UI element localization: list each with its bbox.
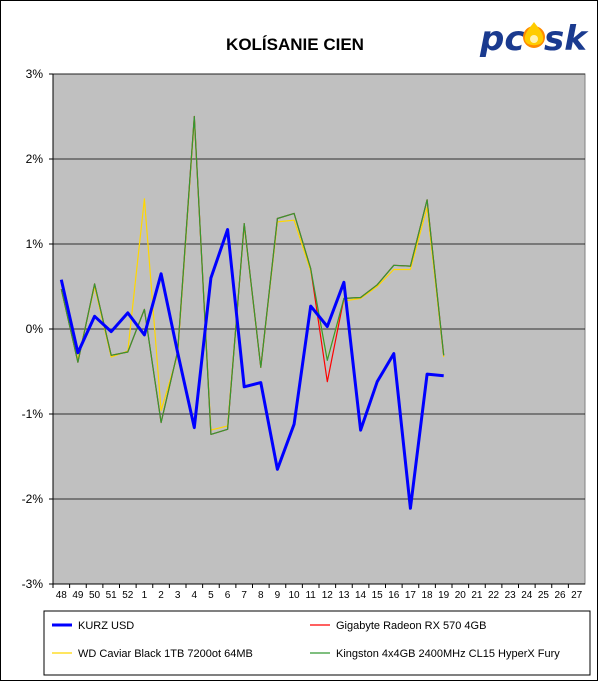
plot-area: 3%2%1%0%-1%-2%-3%48 49 50 51 52 1 2 3 4 5 6 7 8 9 10 11…	[22, 67, 586, 601]
y-tick-label: -2%	[22, 492, 44, 506]
x-tick-label: 3	[175, 590, 181, 601]
x-tick-label: 2	[158, 590, 164, 601]
flame-icon	[523, 22, 545, 48]
x-tick-label: 5	[208, 590, 214, 601]
x-tick-label: 9	[275, 590, 281, 601]
x-tick-label: 22	[488, 590, 500, 601]
x-tick-label: 1	[142, 590, 148, 601]
y-tick-label: -3%	[22, 577, 44, 591]
x-tick-label: 26	[555, 590, 567, 601]
y-tick-label: 0%	[26, 322, 44, 336]
x-tick-label: 15	[372, 590, 384, 601]
x-tick-label: 19	[438, 590, 450, 601]
pcsk-logo: pc sk	[479, 19, 589, 59]
y-tick-label: 1%	[26, 237, 44, 251]
x-tick-label: 27	[571, 590, 583, 601]
x-tick-label: 51	[106, 590, 118, 601]
chart-title: KOLÍSANIE CIEN	[226, 35, 364, 54]
legend-label-3: WD Caviar Black 1TB 7200ot 64MB	[78, 648, 253, 660]
x-tick-label: 21	[471, 590, 483, 601]
y-tick-label: -1%	[22, 407, 44, 421]
x-tick-label: 12	[322, 590, 334, 601]
x-tick-label: 48	[56, 590, 68, 601]
x-tick-label: 24	[521, 590, 533, 601]
x-tick-label: 7	[241, 590, 247, 601]
x-tick-label: 52	[122, 590, 134, 601]
x-tick-label: 49	[72, 590, 84, 601]
x-tick-label: 23	[505, 590, 517, 601]
x-tick-label: 25	[538, 590, 550, 601]
x-tick-label: 4	[192, 590, 198, 601]
legend-label-2: Gigabyte Radeon RX 570 4GB	[336, 620, 486, 632]
logo-sk-text: sk	[544, 19, 589, 59]
series-line-4	[60, 115, 445, 435]
x-tick-label: 50	[89, 590, 101, 601]
legend: KURZ USD Gigabyte Radeon RX 570 4GB WD Cav…	[43, 610, 591, 676]
x-tick-label: 8	[258, 590, 264, 601]
logo-pc-text: pc	[479, 19, 525, 59]
x-tick-label: 16	[388, 590, 400, 601]
x-tick-label: 20	[455, 590, 467, 601]
x-tick-label: 18	[422, 590, 434, 601]
x-tick-label: 10	[289, 590, 301, 601]
x-tick-label: 17	[405, 590, 417, 601]
y-tick-label: 3%	[26, 67, 44, 81]
x-tick-label: 11	[305, 590, 316, 601]
legend-box	[43, 610, 591, 676]
legend-label-4: Kingston 4x4GB 2400MHz CL15 HyperX Fury	[336, 648, 560, 660]
x-tick-label: 6	[225, 590, 231, 601]
x-tick-label: 13	[338, 590, 350, 601]
legend-label-1: KURZ USD	[78, 620, 134, 632]
y-tick-label: 2%	[26, 152, 44, 166]
x-tick-label: 14	[355, 590, 367, 601]
series-line-1	[59, 228, 444, 510]
